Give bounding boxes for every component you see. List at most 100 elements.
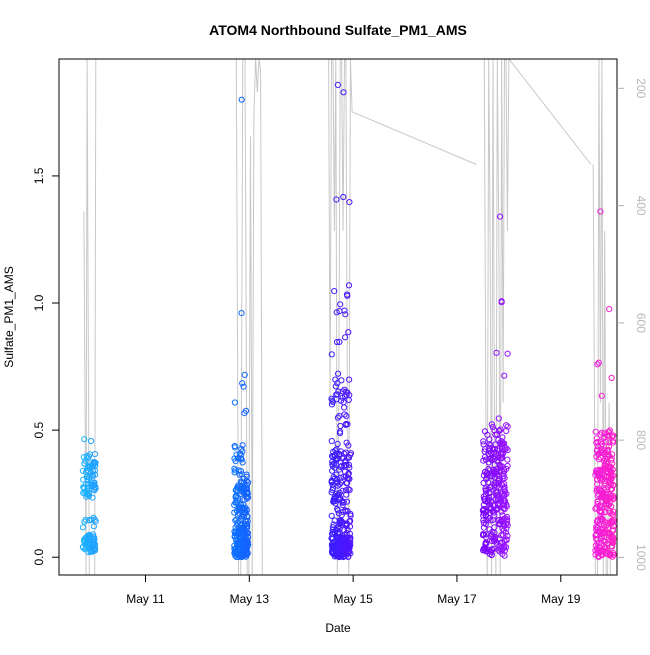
data-point [332, 456, 339, 463]
data-point [501, 475, 508, 482]
data-point [243, 544, 251, 551]
data-point [345, 282, 353, 289]
data-point [231, 455, 238, 462]
data-point [233, 536, 240, 544]
data-point [339, 519, 346, 527]
data-point [610, 472, 617, 479]
data-point [482, 496, 489, 503]
data-point [334, 440, 341, 447]
data-point [504, 446, 511, 454]
data-point [485, 479, 492, 486]
data-point [234, 522, 241, 529]
data-point [496, 476, 503, 483]
data-point [593, 435, 600, 442]
plot-frame [58, 58, 618, 576]
data-point [606, 552, 614, 559]
data-point [81, 436, 88, 443]
data-point [495, 427, 502, 434]
data-point [492, 496, 499, 503]
data-point [480, 441, 487, 448]
data-point [342, 461, 349, 469]
data-point [504, 522, 511, 529]
data-point [240, 539, 247, 546]
data-point [91, 516, 98, 523]
data-point [593, 536, 600, 543]
data-point [339, 394, 346, 401]
data-point [343, 291, 351, 298]
y-axis-label: Sulfate_PM1_AMS [2, 266, 16, 367]
data-point [231, 399, 238, 406]
data-point [609, 533, 617, 540]
data-point [609, 460, 616, 467]
data-point [80, 484, 87, 491]
data-point [488, 546, 496, 553]
data-point [86, 492, 93, 499]
data-point [493, 539, 500, 546]
data-point [503, 513, 510, 520]
data-point [606, 477, 613, 484]
data-point [334, 81, 341, 89]
data-point [609, 437, 617, 444]
altitude-series-layer [83, 59, 615, 575]
data-point [483, 476, 490, 483]
data-point [599, 494, 606, 501]
data-point [239, 380, 246, 387]
y-tick-label: 0.0 [32, 549, 46, 566]
data-point [500, 497, 507, 504]
data-point [504, 532, 511, 539]
data-point [238, 310, 245, 317]
data-point [338, 538, 345, 545]
data-point [231, 444, 239, 451]
data-point [489, 424, 496, 431]
data-point [492, 535, 499, 543]
data-point [345, 329, 352, 336]
data-point [595, 469, 602, 476]
data-point [498, 532, 505, 539]
data-point [488, 493, 495, 500]
data-point [346, 199, 353, 206]
data-point [242, 504, 249, 511]
data-point [91, 487, 98, 494]
data-point [484, 469, 491, 477]
data-point [497, 518, 504, 525]
data-point [603, 494, 610, 501]
data-point [341, 307, 348, 314]
data-point [332, 447, 339, 454]
data-point [235, 484, 242, 492]
data-point [331, 464, 338, 471]
data-point [480, 517, 487, 524]
data-point [90, 531, 97, 538]
x-tick-label: May 19 [541, 592, 581, 606]
data-point [606, 439, 613, 446]
data-point [610, 508, 617, 515]
y2-tick-label: 1000 [634, 544, 648, 571]
data-point [241, 371, 248, 378]
data-point [89, 472, 97, 479]
data-point [484, 431, 491, 438]
data-point [244, 538, 251, 545]
data-point [602, 508, 609, 515]
data-point [238, 553, 246, 560]
data-point [331, 475, 338, 482]
data-point [339, 499, 346, 506]
data-point [84, 473, 91, 480]
data-point [606, 306, 613, 313]
data-point [238, 521, 245, 529]
data-point [82, 457, 89, 464]
data-point [344, 526, 351, 534]
data-point [243, 473, 250, 480]
data-point [501, 446, 508, 453]
data-point [594, 361, 601, 368]
data-point [602, 464, 610, 471]
chart-title: ATOM4 Northbound Sulfate_PM1_AMS [209, 22, 467, 38]
data-point [334, 507, 341, 514]
data-point [493, 489, 500, 496]
data-point [598, 392, 606, 399]
data-point [79, 524, 87, 531]
data-point [605, 464, 612, 471]
data-point [346, 545, 353, 552]
data-point [610, 523, 617, 530]
y2-tick-label: 600 [634, 313, 648, 333]
data-point [488, 552, 495, 559]
y-tick-label: 0.5 [32, 421, 46, 438]
